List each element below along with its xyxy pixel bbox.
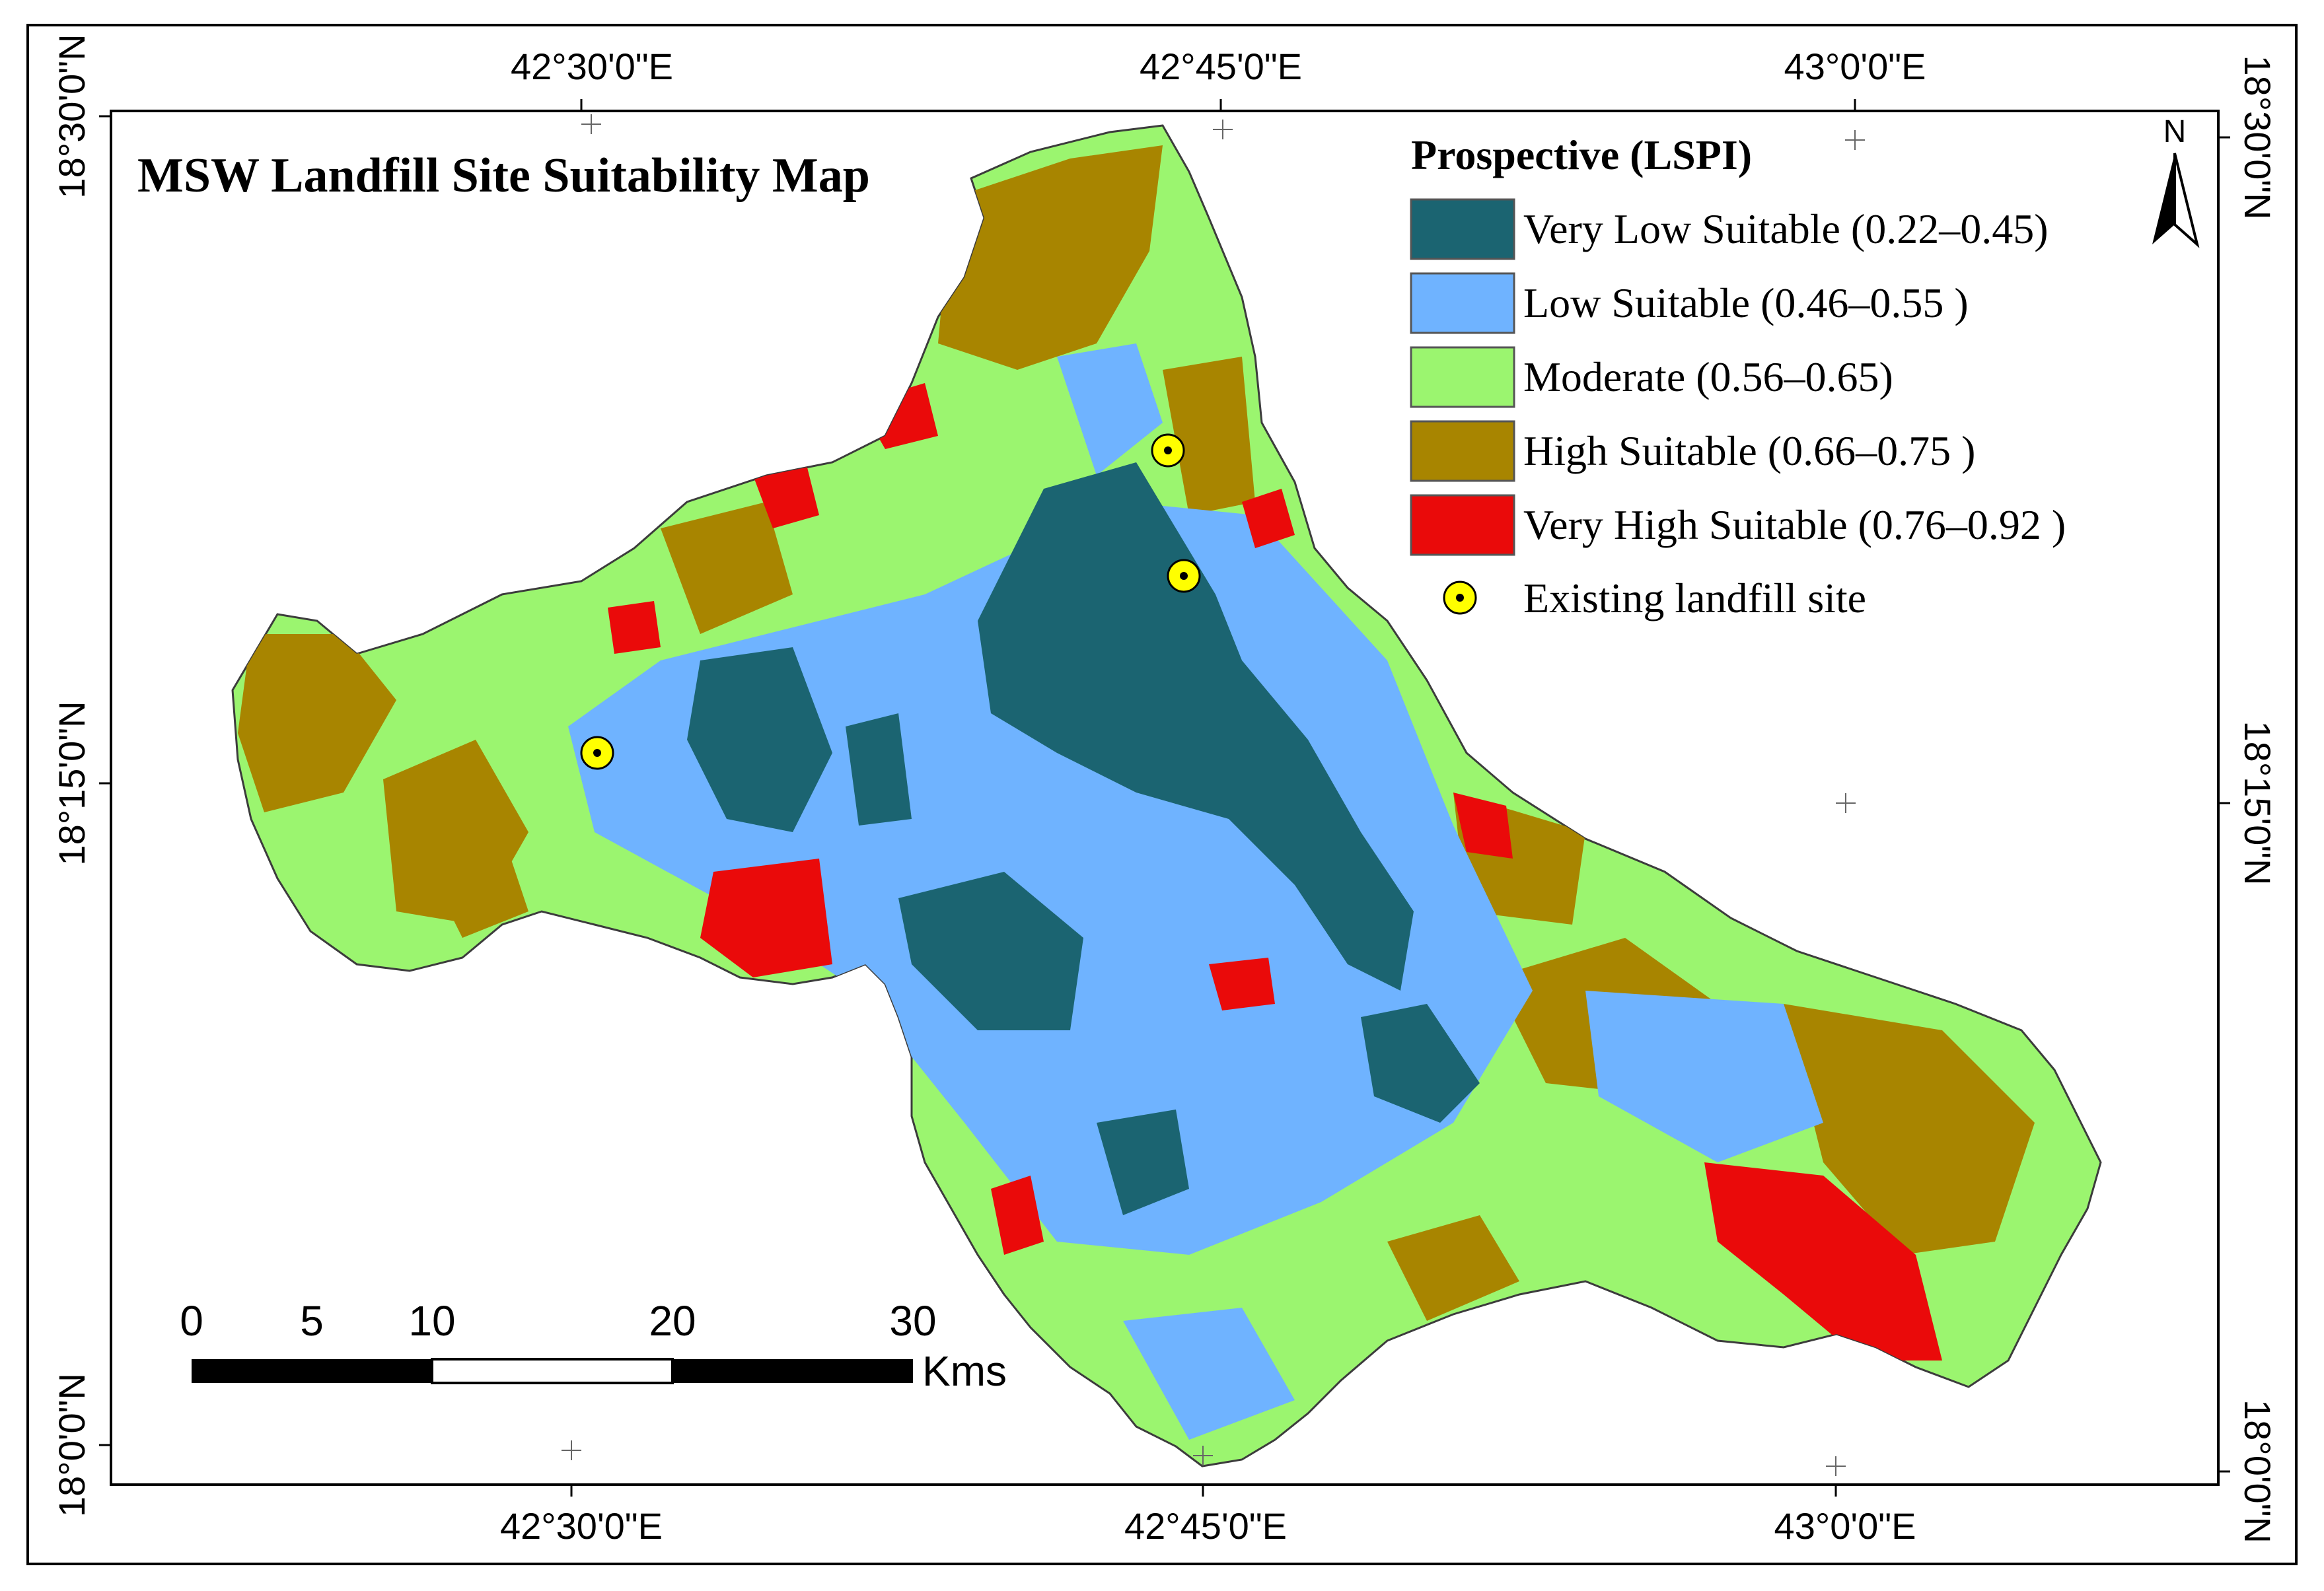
map-title: MSW Landfill Site Suitability Map <box>137 149 870 203</box>
scale-bar: 0 5 10 20 30 Kms <box>180 1297 1007 1395</box>
outer-frame <box>26 24 2298 1565</box>
frame-ticks <box>99 99 2230 1497</box>
scale-tick: 30 <box>889 1297 936 1345</box>
graticule-crosses <box>562 114 1865 1476</box>
bottom-lon-label: 42°30'0"E <box>500 1505 663 1547</box>
legend-label: Very High Suitable (0.76–0.92 ) <box>1523 501 2066 548</box>
scale-unit: Kms <box>922 1347 1007 1395</box>
left-lat-label: 18°0'0"N <box>51 1373 92 1517</box>
legend-title: Prospective (LSPI) <box>1411 131 1752 178</box>
north-arrow-icon: N <box>2152 114 2200 248</box>
scale-tick: 0 <box>180 1297 203 1345</box>
north-label: N <box>2163 114 2187 149</box>
scale-tick: 20 <box>649 1297 696 1345</box>
left-lat-label: 18°30'0"N <box>51 34 92 198</box>
landfill-legend-label: Existing landfill site <box>1523 575 1866 621</box>
legend-swatch <box>1410 494 1515 556</box>
top-lon-label: 42°30'0"E <box>511 46 673 87</box>
legend: Prospective (LSPI) Very Low Suitable (0.… <box>1410 131 2066 621</box>
legend-swatch <box>1410 420 1515 482</box>
landfill-site-marker <box>1151 433 1185 468</box>
right-lat-label: 18°0'0"N <box>2237 1399 2278 1543</box>
bottom-lon-label: 43°0'0"E <box>1774 1505 1916 1547</box>
top-lon-label: 42°45'0"E <box>1140 46 1302 87</box>
legend-label: High Suitable (0.66–0.75 ) <box>1523 427 1975 474</box>
low-suitable-zones <box>568 343 1823 1440</box>
right-lat-label: 18°30'0"N <box>2237 55 2278 219</box>
right-lat-label: 18°15'0"N <box>2237 721 2278 885</box>
legend-swatch <box>1410 346 1515 408</box>
legend-swatch <box>1410 272 1515 334</box>
landfill-site-marker <box>580 736 614 770</box>
study-region <box>231 124 2102 1467</box>
very-high-suitable-zones <box>608 383 1942 1361</box>
very-low-suitable-zones <box>687 462 1480 1215</box>
scale-tick: 5 <box>300 1297 324 1345</box>
left-lat-label: 18°15'0"N <box>51 701 92 865</box>
bottom-lon-label: 42°45'0"E <box>1124 1505 1287 1547</box>
legend-label: Moderate (0.56–0.65) <box>1523 353 1893 400</box>
legend-swatch <box>1410 198 1515 260</box>
legend-label: Low Suitable (0.46–0.55 ) <box>1523 279 1969 326</box>
scale-tick: 10 <box>408 1297 455 1345</box>
top-lon-label: 43°0'0"E <box>1784 46 1926 87</box>
landfill-site-marker <box>1167 559 1201 593</box>
existing-landfill-sites <box>580 433 1201 770</box>
legend-label: Very Low Suitable (0.22–0.45) <box>1523 205 2049 252</box>
